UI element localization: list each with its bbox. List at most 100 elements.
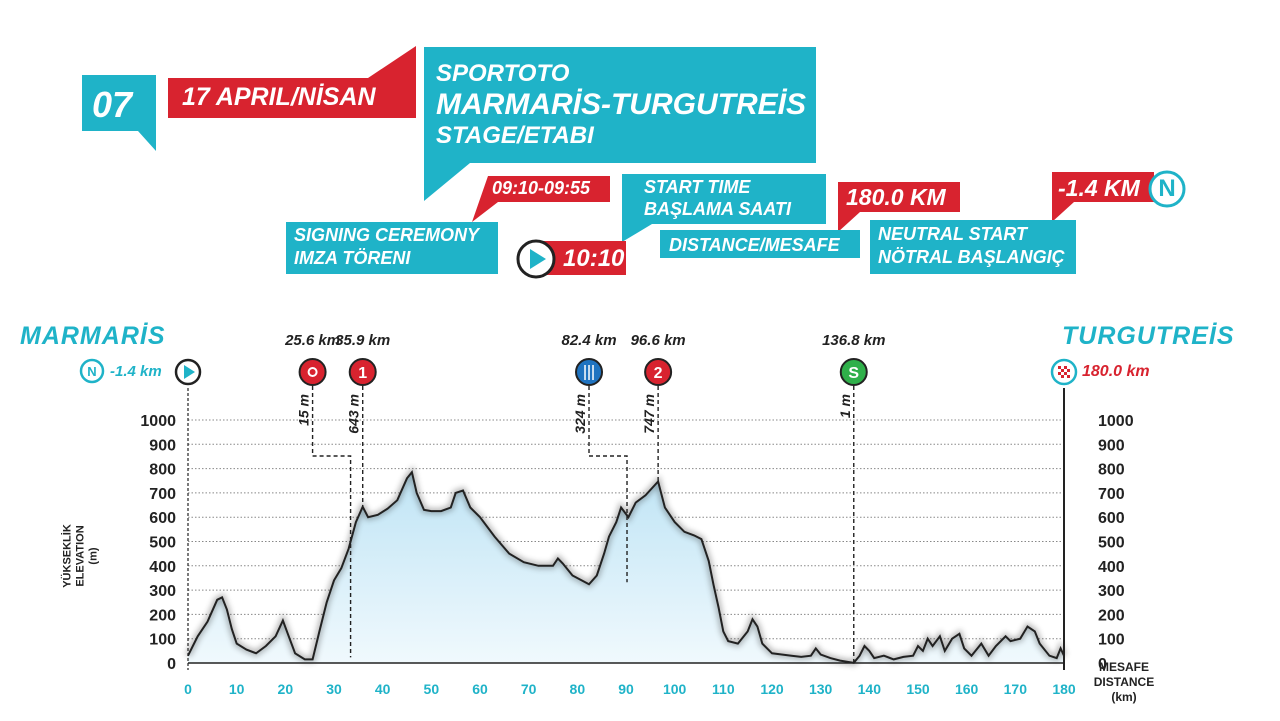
- neutral-marker-icon: N: [79, 358, 105, 384]
- stage-date: 17 APRIL/NİSAN: [182, 83, 376, 111]
- marker-icon-text: S: [848, 365, 859, 382]
- y-tick-label: 500: [1098, 535, 1125, 552]
- neutral-banner: [1052, 172, 1154, 222]
- signing-label-2: IMZA TÖRENI: [294, 248, 411, 268]
- y-tick-label: 400: [149, 559, 176, 576]
- svg-text:N: N: [87, 364, 96, 379]
- y-tick-label: 400: [1098, 559, 1125, 576]
- profile-line: [187, 469, 1065, 664]
- neutral-value: -1.4 KM: [1058, 175, 1140, 201]
- y-tick-label: 600: [149, 510, 176, 527]
- start-city: MARMARİS: [20, 322, 166, 350]
- finish-flag-cell: [1058, 372, 1061, 375]
- x-axis-label-3: (km): [1111, 690, 1137, 704]
- y-tick-label: 500: [149, 535, 176, 552]
- y-tick-label: 1000: [140, 413, 176, 430]
- y-tick-label: 300: [1098, 583, 1125, 600]
- x-tick-label: 10: [229, 681, 245, 697]
- marker-icon: [644, 358, 673, 386]
- finish-flag-cell: [1061, 366, 1064, 369]
- x-tick-label: 110: [712, 681, 735, 697]
- distance-label: DISTANCE/MESAFE: [669, 235, 840, 255]
- marker-km-label: 136.8 km: [822, 332, 885, 349]
- marker-icon-text: 2: [654, 365, 663, 382]
- start-time-banner: [542, 241, 626, 275]
- distance-banner: [838, 182, 960, 232]
- marker-icon: [348, 358, 377, 386]
- stage-route: MARMARİS-TURGUTREİS: [436, 88, 806, 121]
- marker-elevation-label: 15 m: [296, 394, 312, 426]
- marker-line: [311, 386, 352, 658]
- finish-flag-cell: [1058, 375, 1061, 378]
- finish-flag-cell: [1067, 369, 1070, 372]
- x-tick-label: 20: [278, 681, 294, 697]
- y-tick-label: 800: [149, 462, 176, 479]
- y-tick-label: 300: [149, 583, 176, 600]
- finish-flag-icon: [1050, 358, 1078, 386]
- y-tick-label: 1000: [1098, 413, 1134, 430]
- date-banner: [168, 46, 416, 118]
- signing-label-box: [286, 222, 498, 274]
- x-tick-label: 90: [618, 681, 634, 697]
- marker-km-label: 35.9 km: [335, 332, 390, 349]
- marker-elevation-label: 324 m: [572, 394, 588, 434]
- signing-time: 09:10-09:55: [492, 178, 591, 198]
- y-tick-label: 900: [149, 437, 176, 454]
- signing-label-1: SIGNING CEREMONY: [294, 225, 480, 245]
- finish-flag-cell: [1061, 372, 1064, 375]
- finish-flag-cell: [1067, 366, 1070, 369]
- title-box: [424, 47, 816, 201]
- y-tick-label: 700: [149, 486, 176, 503]
- marker-icon-text: 1: [358, 365, 367, 382]
- play-icon: [516, 239, 556, 279]
- y-tick-label: 700: [1098, 486, 1125, 503]
- y-tick-label: 600: [1098, 510, 1125, 527]
- x-tick-label: 30: [326, 681, 342, 697]
- start-time-box: [622, 174, 826, 242]
- y-tick-label: 0: [1098, 656, 1107, 673]
- y-tick-label: 0: [167, 656, 176, 673]
- start-label-2: BAŞLAMA SAATI: [644, 199, 791, 219]
- y-tick-label: 200: [149, 607, 176, 624]
- stage-number-badge: [82, 75, 156, 151]
- x-tick-label: 130: [809, 681, 833, 697]
- neutral-label-box: [870, 220, 1076, 274]
- finish-km: 180.0 km: [1082, 363, 1150, 380]
- marker-km-label: 96.6 km: [631, 332, 686, 349]
- y-tick-label: 800: [1098, 462, 1125, 479]
- x-tick-label: 150: [906, 681, 930, 697]
- finish-flag-cell: [1058, 369, 1061, 372]
- x-tick-label: 40: [375, 681, 391, 697]
- marker-intermediate-sprint: 25.6 km 15 m: [284, 332, 352, 658]
- marker-elevation-label: 747 m: [641, 394, 657, 434]
- marker-climb-2: 96.6 km 2 747 m: [631, 332, 686, 482]
- neutral-icon-letter: N: [1158, 175, 1176, 202]
- x-tick-label: 60: [472, 681, 488, 697]
- x-axis-label-1: MESAFE: [1098, 660, 1149, 674]
- x-axis-label-2: DISTANCE: [1093, 675, 1155, 689]
- neutral-label-1: NEUTRAL START: [878, 224, 1028, 244]
- y-tick-label: 100: [149, 632, 176, 649]
- marker-elevation-label: 643 m: [346, 394, 362, 434]
- marker-km-label: 25.6 km: [284, 332, 340, 349]
- start-time: 10:10: [563, 245, 625, 272]
- x-tick-label: 70: [521, 681, 537, 697]
- distance-value: 180.0 KM: [846, 184, 946, 210]
- start-label-1: START TIME: [644, 177, 751, 197]
- neutral-km: -1.4 km: [110, 363, 162, 380]
- marker-line: [588, 386, 628, 583]
- finish-flag-cell: [1067, 372, 1070, 375]
- finish-flag-cell: [1061, 375, 1064, 378]
- y-tick-label: 200: [1098, 607, 1125, 624]
- x-tick-label: 160: [955, 681, 979, 697]
- y-tick-label: 100: [1098, 632, 1125, 649]
- sponsor-name: SPORTOTO: [436, 60, 570, 87]
- neutral-label-2: NÖTRAL BAŞLANGIÇ: [878, 247, 1065, 267]
- finish-flag-cell: [1061, 369, 1064, 372]
- x-tick-label: 50: [424, 681, 440, 697]
- finish-flag-cell: [1067, 375, 1070, 378]
- signing-time-banner: [472, 176, 610, 222]
- stage-word: STAGE/ETABI: [436, 122, 594, 149]
- marker-elevation-label: 1 m: [837, 394, 853, 418]
- marker-climb-1: 35.9 km 1 643 m: [335, 332, 390, 507]
